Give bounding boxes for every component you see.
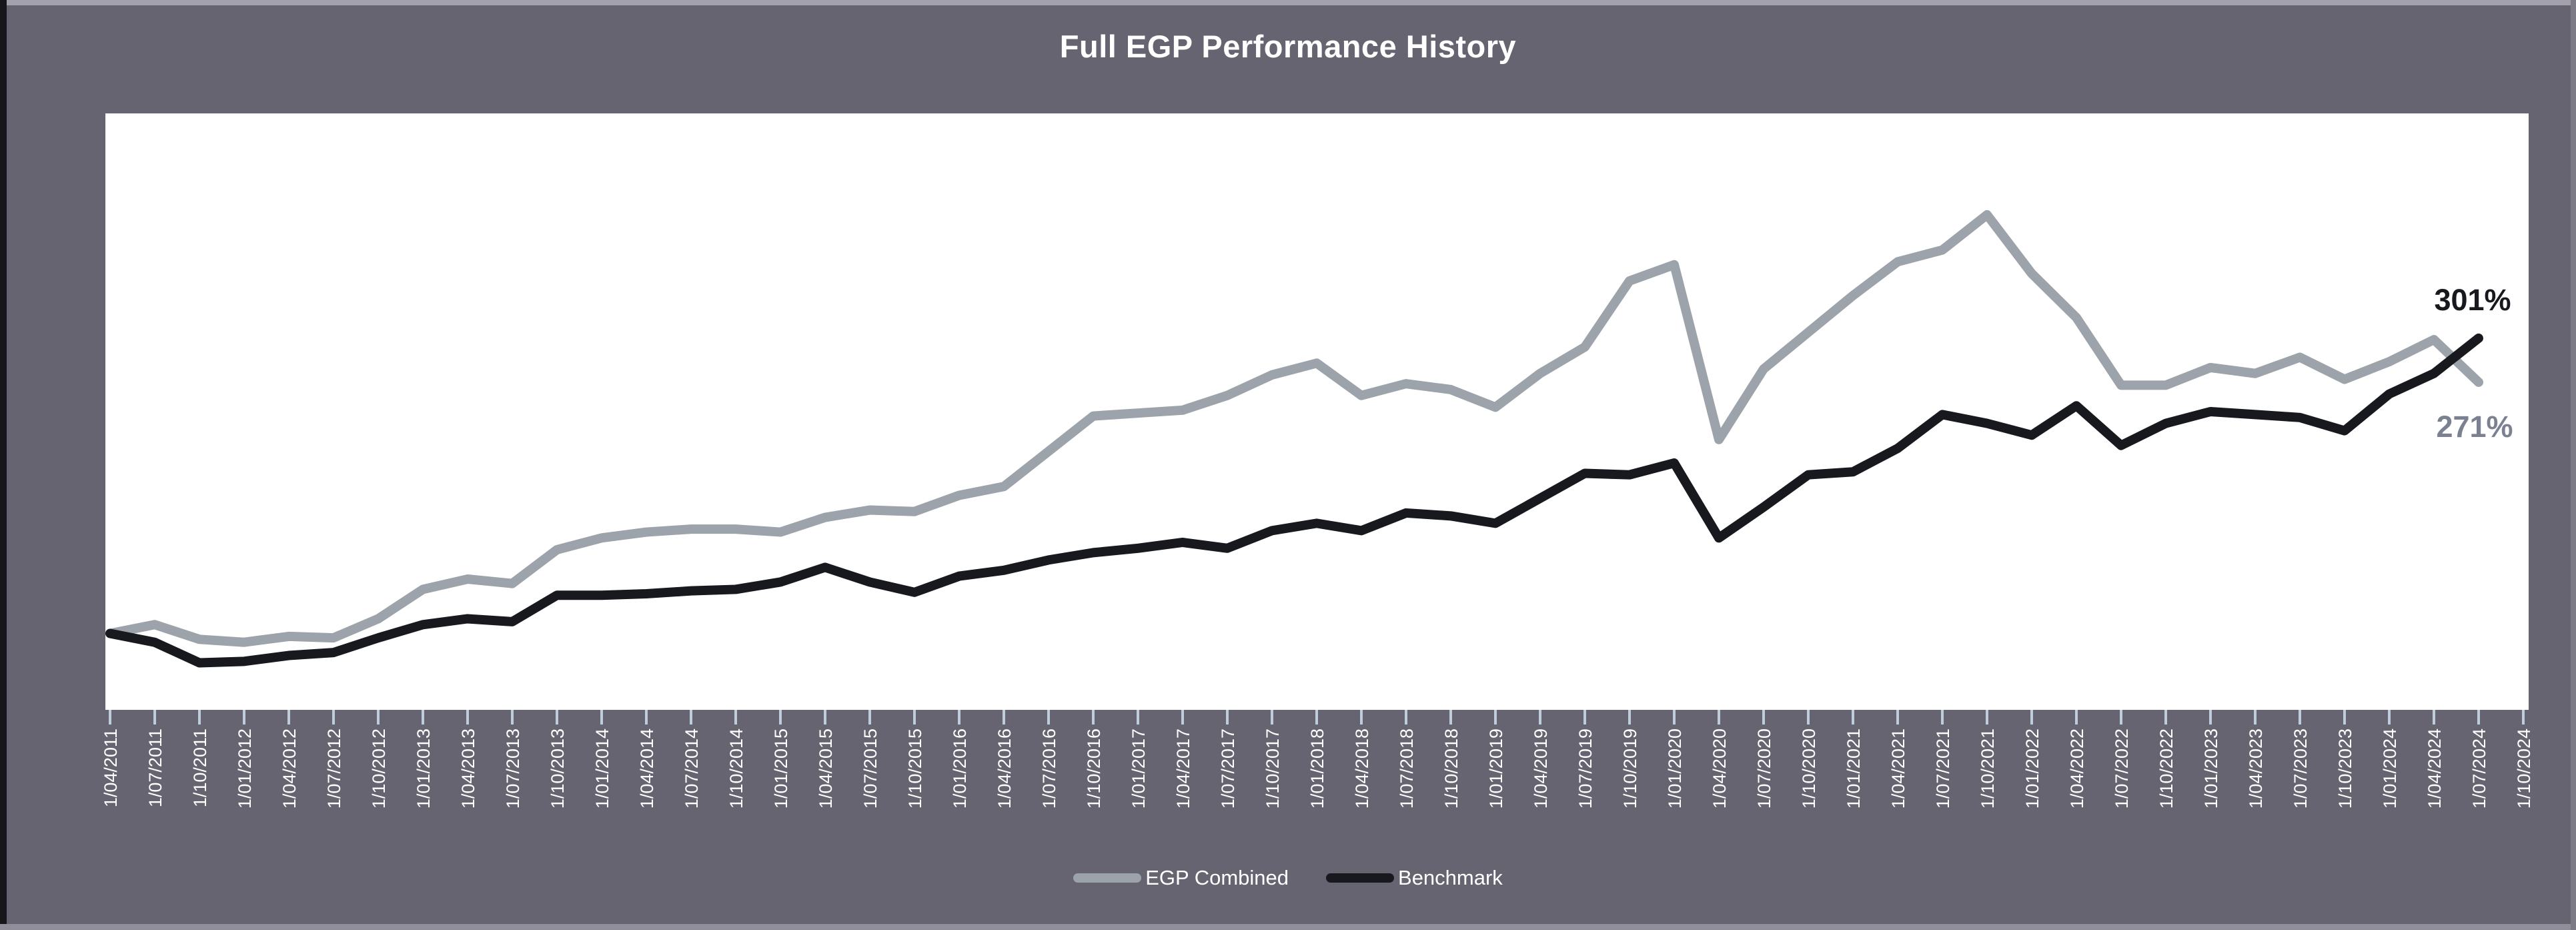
x-tick-label: 1/04/2017 — [1173, 729, 1193, 809]
x-tick-label: 1/01/2018 — [1307, 729, 1327, 809]
x-tick-label: 1/04/2014 — [637, 729, 657, 809]
x-tick-label: 1/04/2022 — [2067, 729, 2087, 809]
egp-final-value-label: 271% — [2436, 410, 2513, 444]
x-tick-label: 1/07/2013 — [503, 729, 523, 809]
x-tick-label: 1/07/2017 — [1218, 729, 1238, 809]
x-tick-label: 1/10/2022 — [2156, 729, 2176, 809]
x-tick-label: 1/01/2020 — [1665, 729, 1685, 809]
x-tick-label: 1/01/2023 — [2201, 729, 2221, 809]
x-tick-label: 1/10/2017 — [1263, 729, 1283, 809]
x-tick-label: 1/07/2016 — [1039, 729, 1059, 809]
x-tick-label: 1/04/2013 — [458, 729, 478, 809]
x-tick-label: 1/04/2011 — [101, 729, 121, 807]
x-tick-label: 1/10/2019 — [1620, 729, 1640, 809]
x-tick-label: 1/07/2014 — [682, 729, 702, 809]
x-tick-label: 1/07/2012 — [324, 729, 344, 809]
x-tick-label: 1/04/2024 — [2425, 729, 2445, 809]
x-tick-label: 1/07/2015 — [860, 729, 880, 809]
plot-area — [105, 113, 2529, 710]
x-tick-label: 1/10/2021 — [1978, 729, 1998, 809]
x-tick-label: 1/01/2019 — [1486, 729, 1506, 809]
x-tick-label: 1/04/2020 — [1710, 729, 1730, 809]
x-tick-label: 1/10/2014 — [726, 729, 746, 809]
benchmark-line — [105, 333, 2483, 668]
x-tick-label: 1/10/2013 — [548, 729, 568, 809]
x-tick-label: 1/04/2012 — [279, 729, 299, 809]
egp-combined-line — [105, 209, 2483, 647]
x-tick-label: 1/01/2024 — [2380, 729, 2400, 809]
x-tick-label: 1/04/2019 — [1531, 729, 1551, 809]
legend-item-benchmark: Benchmark — [1326, 866, 1503, 890]
x-tick-label: 1/04/2016 — [995, 729, 1015, 809]
chart-legend: EGP Combined Benchmark — [0, 866, 2576, 890]
window-edge-top — [0, 0, 2576, 5]
legend-item-egp-combined: EGP Combined — [1073, 866, 1289, 890]
x-tick-label: 1/10/2015 — [905, 729, 925, 809]
x-tick-label: 1/04/2023 — [2246, 729, 2266, 809]
x-tick-label: 1/01/2013 — [414, 729, 434, 809]
window-edge-left — [0, 0, 7, 930]
window-edge-bottom — [0, 924, 2576, 930]
x-tick-label: 1/07/2020 — [1754, 729, 1774, 809]
x-tick-label: 1/01/2017 — [1129, 729, 1149, 809]
chart-title: Full EGP Performance History — [1059, 29, 1517, 64]
x-tick-label: 1/10/2016 — [1084, 729, 1104, 809]
x-tick-label: 1/07/2018 — [1397, 729, 1417, 809]
x-tick-label: 1/01/2021 — [1844, 729, 1864, 809]
x-tick-label: 1/07/2022 — [2112, 729, 2132, 809]
legend-swatch — [1326, 873, 1395, 883]
legend-swatch — [1073, 873, 1142, 883]
x-tick-label: 1/10/2023 — [2335, 729, 2355, 809]
x-tick-label: 1/07/2011 — [145, 729, 165, 807]
x-tick-label: 1/07/2019 — [1575, 729, 1595, 809]
x-tick-label: 1/10/2018 — [1441, 729, 1461, 809]
legend-label: EGP Combined — [1145, 866, 1289, 889]
x-tick-label: 1/10/2020 — [1799, 729, 1819, 809]
x-tick-label: 1/07/2024 — [2469, 729, 2489, 809]
x-tick-label: 1/04/2018 — [1352, 729, 1372, 809]
x-tick-label: 1/01/2022 — [2022, 729, 2042, 809]
x-tick-label: 1/04/2015 — [816, 729, 836, 809]
x-tick-label: 1/01/2012 — [235, 729, 255, 809]
legend-label: Benchmark — [1398, 866, 1503, 889]
x-tick-label: 1/01/2015 — [771, 729, 791, 809]
x-tick-label: 1/10/2012 — [369, 729, 389, 809]
x-tick-label: 1/07/2021 — [1933, 729, 1953, 809]
window-edge-right — [2571, 0, 2576, 930]
x-tick-label: 1/04/2021 — [1888, 729, 1908, 809]
x-tick-label: 1/10/2024 — [2514, 729, 2534, 809]
x-tick-label: 1/10/2011 — [190, 729, 210, 807]
x-tick-label: 1/07/2023 — [2291, 729, 2311, 809]
benchmark-final-value-label: 301% — [2434, 283, 2511, 317]
x-tick-label: 1/01/2016 — [950, 729, 970, 809]
x-tick-label: 1/01/2014 — [592, 729, 612, 809]
